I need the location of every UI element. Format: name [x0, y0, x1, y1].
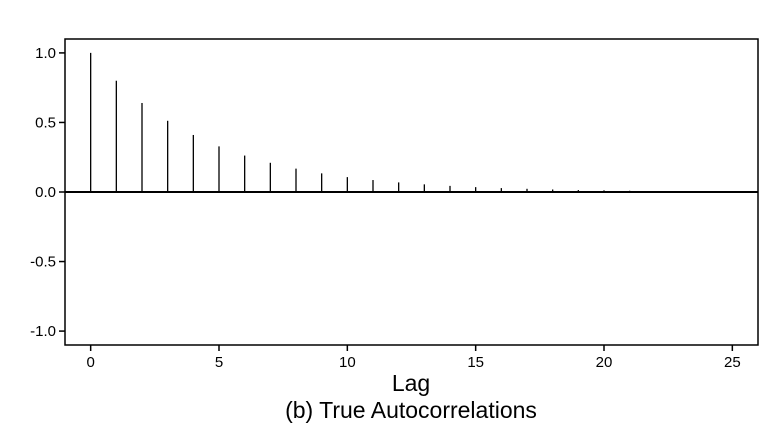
y-tick-label: 0.0 — [35, 184, 56, 201]
y-tick-label: -1.0 — [30, 323, 56, 340]
acf-stems — [90, 52, 733, 192]
x-tick-label: 25 — [724, 354, 741, 371]
x-tick-label: 20 — [596, 354, 613, 371]
axis-ticks — [59, 52, 734, 351]
x-tick-label: 15 — [467, 354, 484, 371]
x-tick-label: 0 — [86, 354, 94, 371]
x-tick-label: 10 — [339, 354, 356, 371]
x-tick-label: 5 — [215, 354, 223, 371]
y-tick-label: 1.0 — [35, 45, 56, 62]
y-tick-label: 0.5 — [35, 114, 56, 131]
chart-title: (b) True Autocorrelations — [285, 397, 537, 423]
y-tick-label: -0.5 — [30, 254, 56, 271]
x-axis-title: Lag — [392, 370, 430, 396]
plot-frame — [64, 38, 759, 346]
tick-labels: 1.0 0.5 0.0 -0.5 -1.0 0 5 10 15 20 25 — [30, 45, 741, 371]
